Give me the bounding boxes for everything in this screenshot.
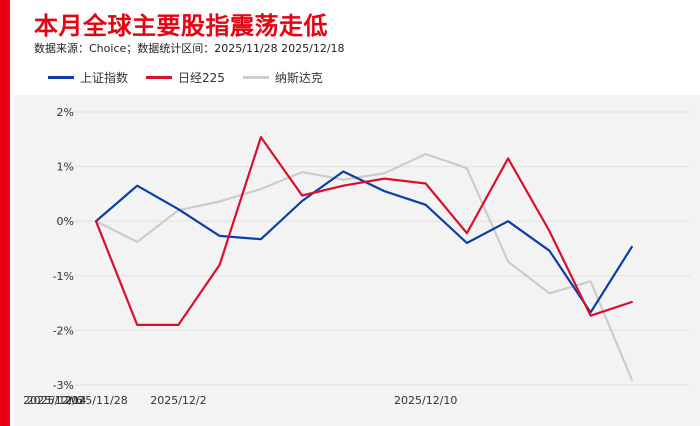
legend-label-nasdaq: 纳斯达克 (274, 70, 323, 85)
x-tick-label: 2025/12/10 (394, 394, 457, 407)
x-tick-label: 2025/12/14 (23, 394, 86, 407)
legend-swatch-shanghai (48, 75, 74, 79)
accent-bar (0, 0, 10, 426)
series-line-nikkei (94, 136, 633, 326)
series-lines (94, 136, 633, 381)
chart-title: 本月全球主要股指震荡走低 (34, 12, 328, 40)
x-axis-tick-labels: 2025/11/28 2025/12/2 2025/12/6 2025/12/10 20… (23, 394, 457, 407)
legend-label-nikkei: 日经225 (178, 70, 225, 85)
chart-subtitle: 数据来源：Choice；数据统计区间：2025/11/28 2025/12/18 (34, 42, 345, 55)
series-line-nasdaq (94, 152, 633, 381)
legend-label-shanghai: 上证指数 (80, 70, 129, 85)
y-tick-label: -1% (53, 270, 74, 283)
x-tick-label: 2025/11/28 (64, 394, 127, 407)
legend-item-shanghai: 上证指数 (48, 69, 128, 86)
legend-swatch-nasdaq (242, 75, 269, 79)
legend-item-nikkei: 日经225 (146, 69, 225, 86)
y-tick-label: 2% (57, 106, 74, 119)
legend-item-nasdaq: 纳斯达克 (242, 69, 323, 86)
y-axis-tick-labels: 2% 1% 0% -1% -2% -3% (53, 106, 74, 392)
y-tick-label: 1% (57, 161, 74, 174)
legend-swatch-nikkei (146, 75, 173, 79)
y-tick-label: 0% (57, 215, 74, 228)
x-tick-label: 2025/12/6 (27, 394, 83, 407)
y-tick-label: -3% (53, 379, 74, 392)
series-line-shanghai (94, 170, 633, 314)
plot-background (14, 95, 700, 426)
y-tick-label: -2% (53, 324, 74, 337)
x-tick-label: 2025/12/2 (150, 394, 206, 407)
grid-lines (56, 111, 690, 386)
legend: 上证指数 日经225 纳斯达克 (48, 68, 323, 86)
